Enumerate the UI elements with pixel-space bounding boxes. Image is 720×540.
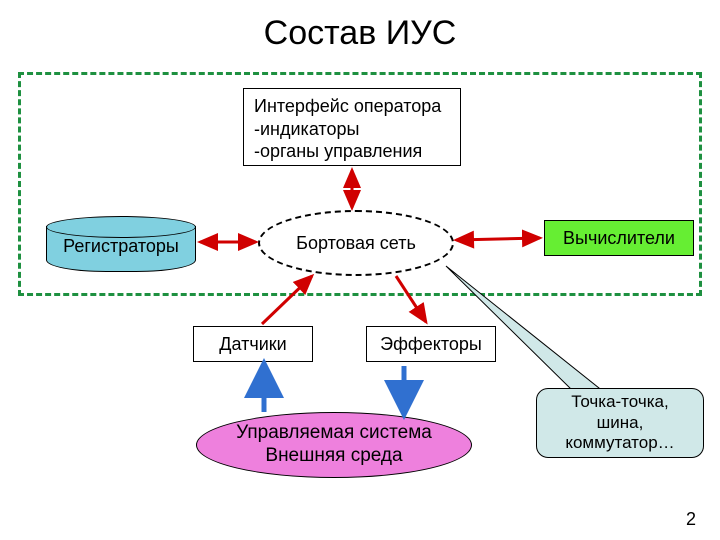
effectors-label: Эффекторы <box>380 333 482 356</box>
sensors-label: Датчики <box>219 333 286 356</box>
callout-line-1: Точка-точка, <box>565 392 674 412</box>
callout-line-3: коммутатор… <box>565 433 674 453</box>
node-effectors: Эффекторы <box>366 326 496 362</box>
node-calculators: Вычислители <box>544 220 694 256</box>
interface-line-1: Интерфейс оператора <box>254 95 450 118</box>
page-title: Состав ИУС <box>0 14 720 53</box>
interface-line-3: -органы управления <box>254 140 450 163</box>
system-line-1: Управляемая система <box>236 422 432 445</box>
network-label: Бортовая сеть <box>296 233 416 254</box>
system-line-2: Внешняя среда <box>236 445 432 468</box>
node-network: Бортовая сеть <box>258 210 454 276</box>
node-sensors: Датчики <box>193 326 313 362</box>
node-interface: Интерфейс оператора -индикаторы -органы … <box>243 88 461 166</box>
cylinder-top <box>46 216 196 238</box>
registrators-label: Регистраторы <box>46 236 196 257</box>
node-registrators: Регистраторы <box>46 216 196 272</box>
page-number: 2 <box>686 509 696 530</box>
callout-line-2: шина, <box>565 413 674 433</box>
calculators-label: Вычислители <box>563 227 675 250</box>
node-controlled-system: Управляемая система Внешняя среда <box>196 412 472 478</box>
interface-line-2: -индикаторы <box>254 118 450 141</box>
callout-network-types: Точка-точка, шина, коммутатор… <box>536 388 704 458</box>
